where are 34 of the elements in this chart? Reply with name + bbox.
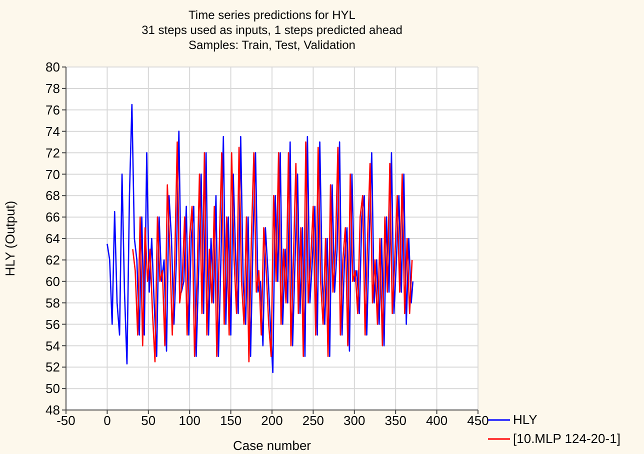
x-tick-label: 350 — [384, 413, 406, 428]
y-tick-label: 80 — [46, 60, 60, 75]
x-axis-title: Case number — [232, 438, 312, 453]
x-tick-label: 100 — [178, 413, 200, 428]
x-tick-label: 300 — [344, 413, 366, 428]
y-tick-label: 52 — [46, 360, 60, 375]
legend-label: HLY — [513, 411, 538, 429]
y-tick-label: 66 — [46, 210, 60, 225]
x-tick-label: 50 — [141, 413, 156, 428]
line-series — [106, 104, 414, 374]
y-tick-label: 64 — [46, 231, 60, 246]
y-tick-label: 56 — [46, 316, 60, 332]
y-tick-label: 76 — [46, 102, 60, 118]
y-tick-label: 60 — [46, 274, 60, 289]
x-tick-label: 250 — [302, 413, 324, 428]
y-tick-label: 70 — [46, 166, 60, 182]
legend-label: [10.MLP 124-20-1] — [513, 430, 620, 448]
y-tick-label: 54 — [46, 338, 60, 354]
y-axis-title: HLY (Output) — [2, 200, 18, 276]
y-tick-label: 78 — [46, 81, 60, 96]
x-tick-label: 400 — [426, 413, 448, 428]
x-tick-label: 200 — [261, 413, 283, 428]
y-tick-label: 72 — [46, 145, 60, 160]
y-tick-label: 50 — [46, 381, 60, 396]
y-tick-label: 58 — [46, 295, 60, 310]
chart-subtitle: 31 steps used as inputs, 1 steps predicted ahead Samples: Train, Test, Validation — [140, 23, 404, 53]
y-tick-label: 74 — [46, 124, 60, 139]
chart-title: Time series predictions for HYL — [188, 8, 356, 23]
x-tick-label: 150 — [220, 413, 242, 428]
y-tick-label: 62 — [46, 252, 60, 268]
x-tick-label: 0 — [104, 413, 111, 428]
line-series — [132, 141, 413, 362]
x-tick-label: 450 — [467, 413, 489, 428]
y-tick-label: 68 — [46, 188, 60, 204]
